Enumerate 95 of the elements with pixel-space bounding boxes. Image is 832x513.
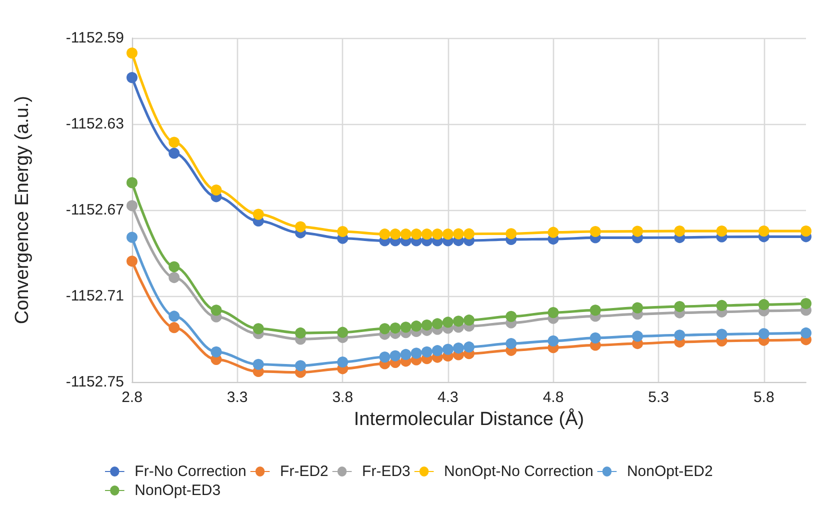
point [168, 136, 180, 148]
point [800, 226, 812, 237]
point [674, 330, 686, 341]
point [126, 48, 138, 59]
point [410, 228, 422, 240]
point [379, 228, 390, 240]
point [452, 342, 464, 354]
point [410, 348, 422, 359]
point [421, 228, 432, 240]
point [126, 200, 138, 212]
point [295, 360, 306, 372]
point [506, 338, 517, 350]
x-tick-label: 3.3 [226, 389, 248, 406]
point [632, 302, 643, 314]
point [126, 177, 138, 188]
point [548, 226, 559, 238]
point [632, 330, 643, 342]
point [168, 310, 180, 322]
point [337, 326, 348, 338]
y-tick-label: -1152.67 [66, 202, 124, 218]
point [337, 226, 348, 237]
y-axis-title: Convergence Energy (a.u.) [12, 96, 33, 324]
point [548, 335, 559, 346]
point [379, 352, 390, 363]
y-tick-label: -1152.75 [66, 374, 124, 390]
point [337, 356, 348, 368]
point [252, 208, 264, 220]
point [442, 228, 454, 240]
point [442, 316, 454, 328]
point [379, 323, 390, 334]
point [506, 228, 517, 240]
point [442, 344, 454, 355]
point [168, 322, 180, 334]
point [252, 358, 264, 370]
point [452, 228, 464, 240]
point [390, 350, 401, 362]
point [452, 316, 464, 327]
point [758, 226, 770, 237]
x-tick-label: 5.8 [753, 389, 774, 406]
point [126, 256, 138, 267]
point [758, 299, 770, 310]
point [800, 327, 812, 338]
point [390, 322, 401, 334]
point [590, 304, 601, 316]
point [716, 328, 728, 340]
point [168, 261, 180, 272]
point [432, 318, 443, 330]
point [295, 327, 306, 338]
point [432, 345, 443, 356]
x-tick-label: 4.3 [438, 389, 458, 406]
point [674, 226, 686, 237]
legend-label: NonOpt-ED2 [626, 463, 713, 480]
legend-label: NonOpt-ED3 [134, 482, 221, 499]
point [674, 301, 686, 312]
point [210, 184, 222, 196]
point [168, 272, 180, 284]
point [168, 148, 180, 159]
point [464, 341, 474, 352]
point [590, 332, 601, 344]
point [548, 307, 559, 318]
point [390, 228, 401, 240]
point [410, 320, 422, 332]
x-tick-label: 3.8 [332, 389, 354, 406]
y-tick-label: -1152.71 [66, 288, 124, 304]
point [421, 320, 432, 331]
point [421, 346, 432, 358]
legend-label: Fr-No Correction [134, 463, 246, 480]
point [506, 310, 517, 322]
point [464, 314, 474, 326]
point [464, 228, 474, 240]
y-tick-label: -1152.63 [66, 116, 124, 132]
point [758, 328, 770, 340]
point [632, 226, 643, 237]
x-tick-label: 4.8 [542, 389, 564, 406]
point [210, 304, 222, 316]
point [716, 226, 728, 237]
point [126, 72, 138, 84]
x-tick-label: 5.3 [648, 389, 669, 406]
point [400, 322, 412, 333]
point [590, 226, 601, 237]
point [400, 228, 412, 240]
x-tick-label: 2.8 [122, 389, 142, 406]
point [295, 221, 306, 232]
point [210, 346, 222, 358]
y-tick-label: -1152.59 [66, 30, 124, 46]
legend-label: NonOpt-No Correction [444, 463, 594, 480]
x-axis-title: Intermolecular Distance (Å) [354, 408, 584, 430]
point [126, 232, 138, 243]
legend-label: Fr-ED3 [362, 463, 410, 480]
point [716, 300, 728, 311]
legend-label: Fr-ED2 [280, 463, 328, 480]
point [252, 323, 264, 334]
point [432, 228, 443, 240]
point [800, 298, 812, 310]
point [400, 348, 412, 360]
